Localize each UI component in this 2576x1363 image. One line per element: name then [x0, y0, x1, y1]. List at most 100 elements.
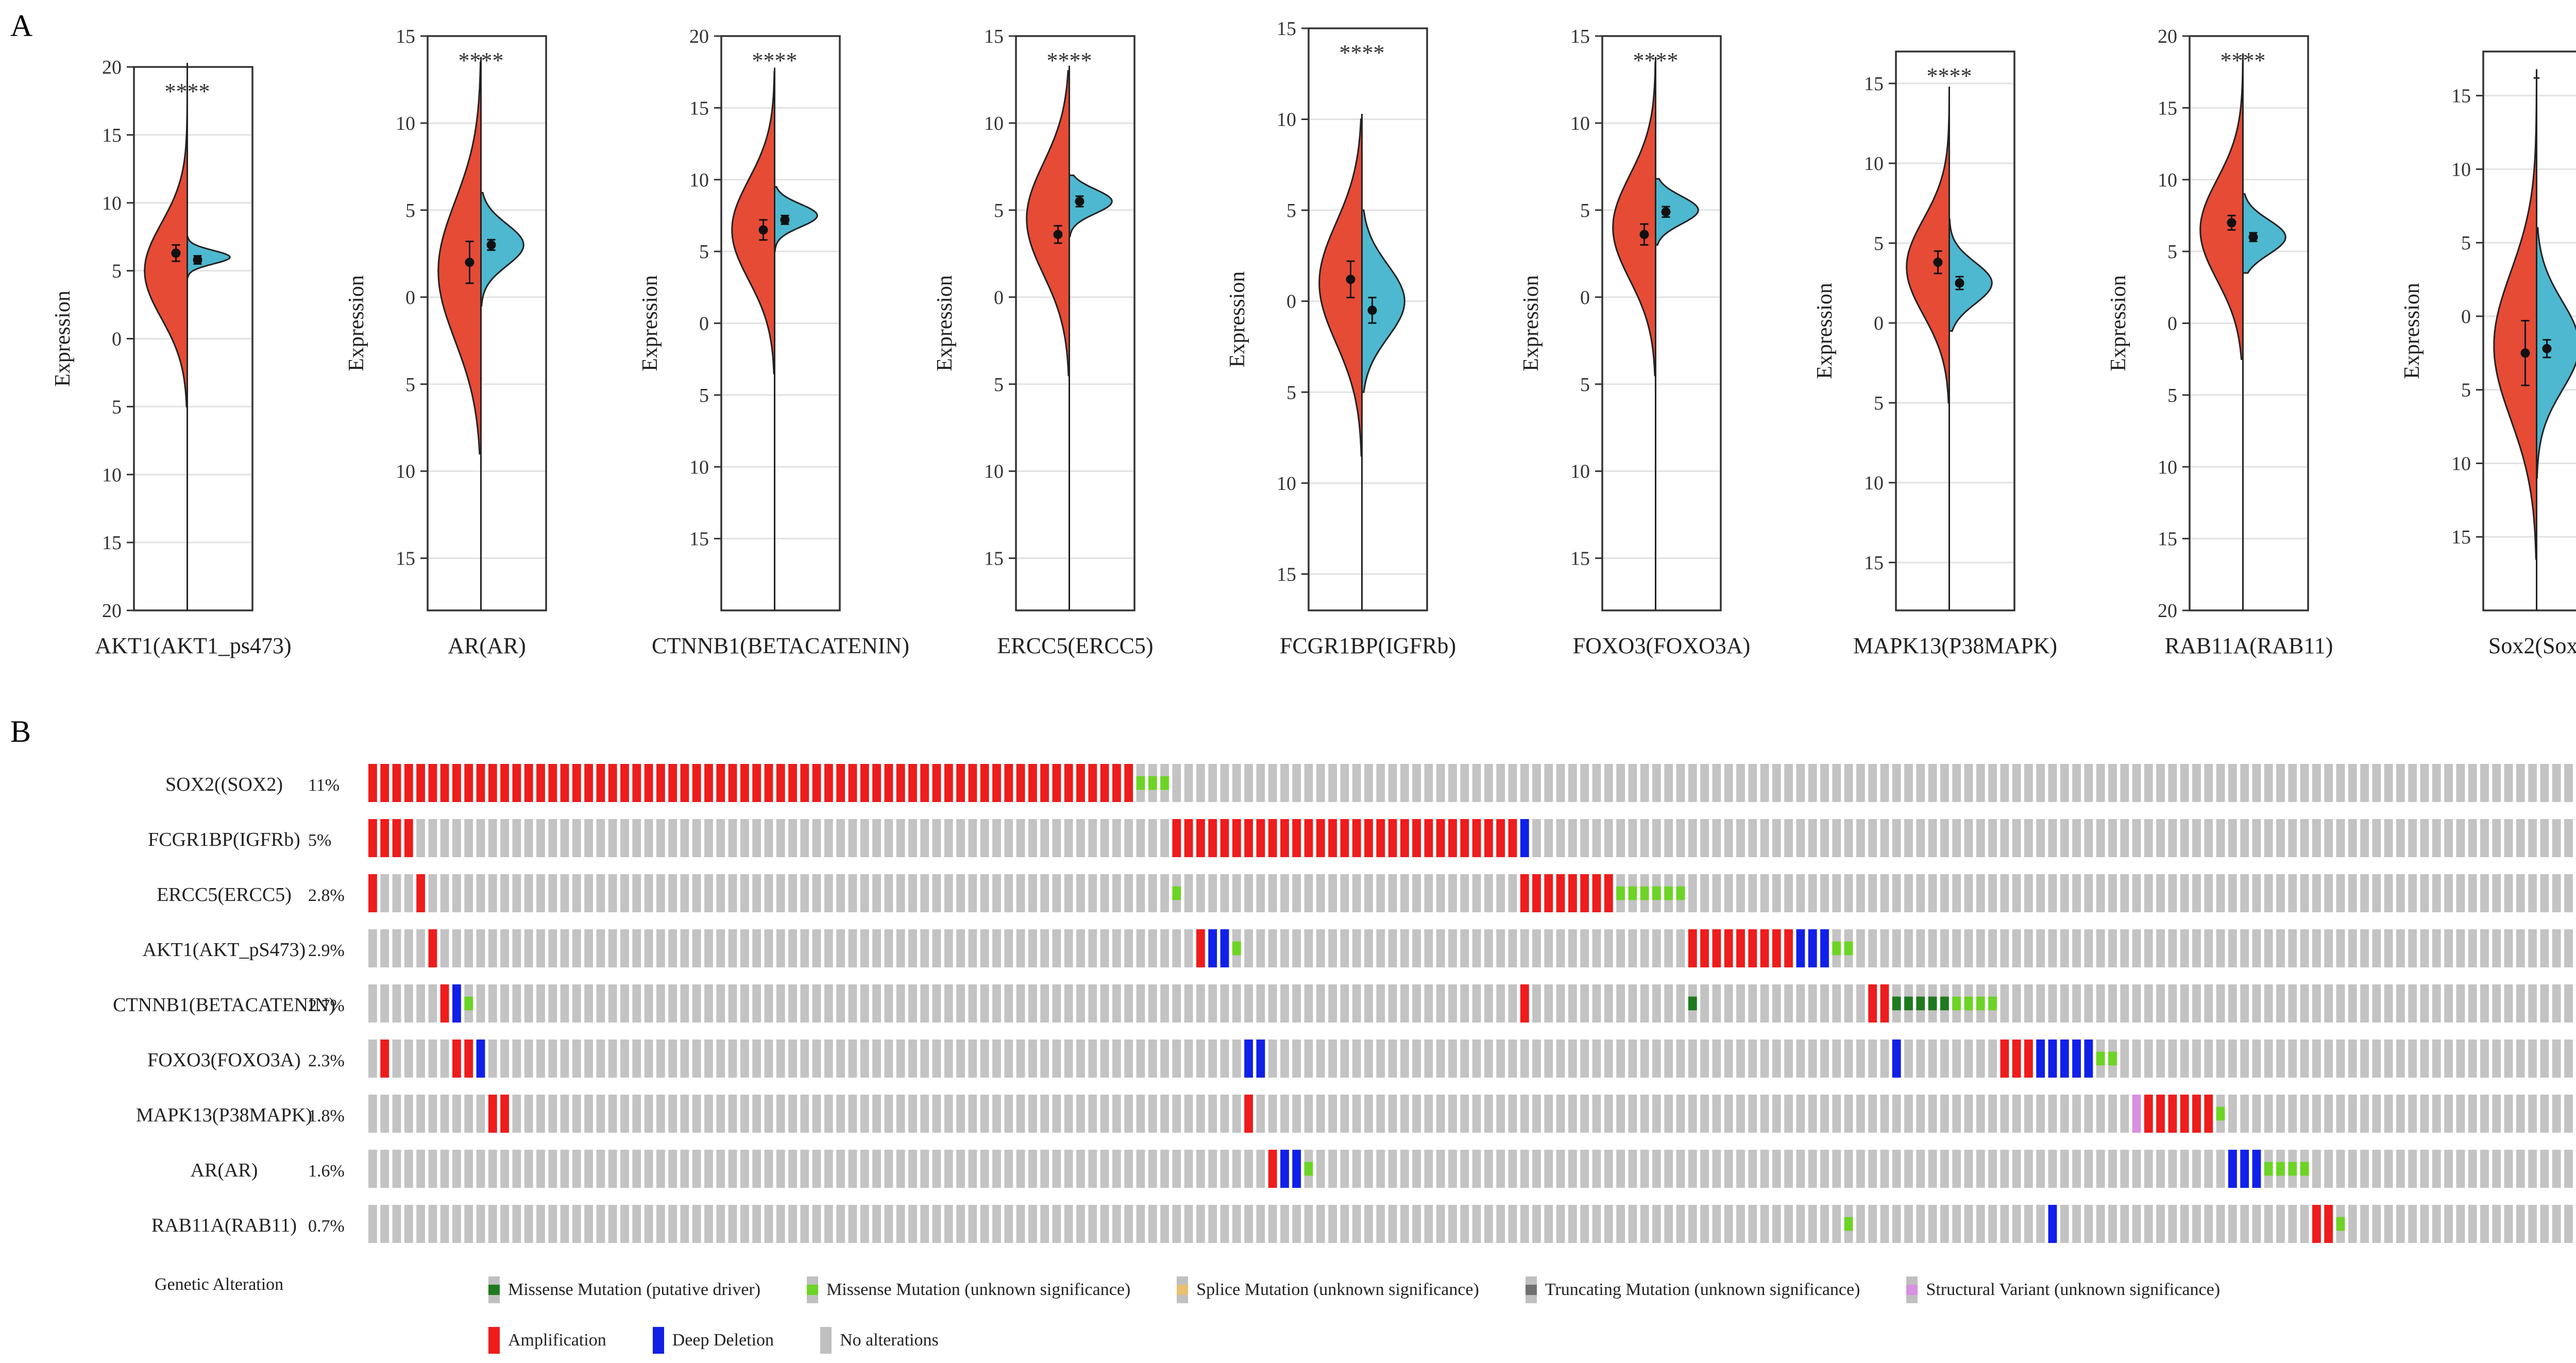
y-tick-label: 5	[405, 200, 415, 222]
sample-cell	[764, 1095, 773, 1133]
sample-cell	[2468, 764, 2477, 802]
amp-cell	[1772, 929, 1781, 967]
plot-frame	[1601, 35, 1722, 611]
sample-cell	[1964, 764, 1973, 802]
sample-cell	[1172, 984, 1181, 1023]
sample-cell	[776, 819, 785, 857]
sample-cell	[2192, 764, 2201, 802]
mis_unknown-cell	[2300, 1162, 2309, 1176]
sample-cell	[1784, 984, 1793, 1023]
violin-left-half	[1906, 91, 1950, 404]
sample-cell	[2060, 1150, 2069, 1188]
sample-cell	[1040, 1150, 1049, 1188]
sample-cell	[464, 929, 473, 967]
mis_unknown-cell	[2096, 1051, 2105, 1066]
amp-cell	[512, 764, 521, 802]
sample-cell	[860, 929, 869, 967]
sample-cell	[1736, 819, 1745, 857]
amp-cell	[872, 764, 881, 802]
sample-cell	[1736, 1040, 1745, 1078]
sample-cell	[572, 1150, 581, 1188]
sample-cell	[2204, 929, 2213, 967]
sample-cell	[992, 1095, 1001, 1133]
sample-cell	[1472, 764, 1481, 802]
percent-label: 2.8%	[308, 886, 345, 905]
sample-cell	[2120, 819, 2129, 857]
sample-cell	[1136, 1095, 1145, 1133]
sample-cell	[536, 874, 545, 912]
y-tick-label: 10	[2158, 169, 2177, 191]
legend-swatch	[1906, 1276, 1918, 1303]
sample-cell	[1052, 819, 1061, 857]
sample-cell	[2456, 874, 2465, 912]
sample-cell	[992, 1150, 1001, 1188]
sample-cell	[1460, 984, 1469, 1023]
sample-cell	[2240, 929, 2249, 967]
sample-cell	[1940, 1040, 1949, 1078]
sample-cell	[1556, 1040, 1565, 1078]
amp-cell	[1424, 819, 1433, 857]
mis_unknown-cell	[1952, 996, 1961, 1011]
sample-cell	[1976, 929, 1985, 967]
sample-cell	[2012, 1095, 2021, 1133]
sample-cell	[728, 1040, 737, 1078]
sample-cell	[1916, 929, 1925, 967]
sample-cell	[2060, 929, 2069, 967]
amp-cell	[608, 764, 617, 802]
sample-cell	[2120, 1095, 2129, 1133]
sample-cell	[2276, 1095, 2285, 1133]
sample-cell	[644, 1150, 653, 1188]
sample-cell	[1112, 874, 1121, 912]
legend-item: Structural Variant (unknown significance…	[1906, 1276, 2220, 1303]
sample-cell	[1772, 1040, 1781, 1078]
sample-cell	[392, 874, 401, 912]
sample-cell	[1412, 929, 1421, 967]
sample-cell	[1700, 1205, 1709, 1243]
sample-cell	[1136, 1150, 1145, 1188]
sample-cell	[980, 1150, 989, 1188]
sample-cell	[2204, 764, 2213, 802]
y-tick-label: 0	[994, 287, 1004, 309]
sample-cell	[560, 819, 569, 857]
sample-cell	[2000, 819, 2009, 857]
sample-cell	[584, 1040, 593, 1078]
sample-cell	[1448, 764, 1457, 802]
sample-cell	[2036, 819, 2045, 857]
amp-cell	[848, 764, 857, 802]
sample-cell	[428, 1095, 437, 1133]
sample-cell	[2408, 984, 2417, 1023]
sample-cell	[1076, 1040, 1085, 1078]
sample-cell	[920, 984, 929, 1023]
sample-cell	[992, 929, 1001, 967]
sample-cell	[1676, 1150, 1685, 1188]
sample-cell	[1328, 1205, 1337, 1243]
sample-cell	[2384, 764, 2393, 802]
sample-cell	[2432, 874, 2441, 912]
sample-cell	[1196, 874, 1205, 912]
sample-cell	[992, 874, 1001, 912]
sample-cell	[1304, 1095, 1313, 1133]
sample-cell	[1436, 764, 1445, 802]
del-cell	[1520, 819, 1529, 857]
plot-frame	[1308, 27, 1428, 611]
sample-cell	[2108, 1205, 2117, 1243]
sample-cell	[2432, 1040, 2441, 1078]
sample-cell	[884, 1095, 893, 1133]
sample-cell	[476, 929, 485, 967]
sample-cell	[1532, 819, 1541, 857]
sample-cell	[2336, 874, 2345, 912]
sample-cell	[812, 1040, 821, 1078]
mis_unknown-cell	[1676, 886, 1685, 900]
sample-cell	[1640, 929, 1649, 967]
sample-cell	[2132, 874, 2141, 912]
group2-mean-point	[1955, 278, 1964, 288]
sample-cell	[476, 984, 485, 1023]
sample-cell	[1868, 874, 1877, 912]
sample-cell	[392, 1205, 401, 1243]
sample-cell	[2468, 874, 2477, 912]
panel-b-label: B	[10, 714, 31, 748]
sample-cell	[512, 929, 521, 967]
amp-cell	[2312, 1205, 2321, 1243]
sample-cell	[584, 819, 593, 857]
